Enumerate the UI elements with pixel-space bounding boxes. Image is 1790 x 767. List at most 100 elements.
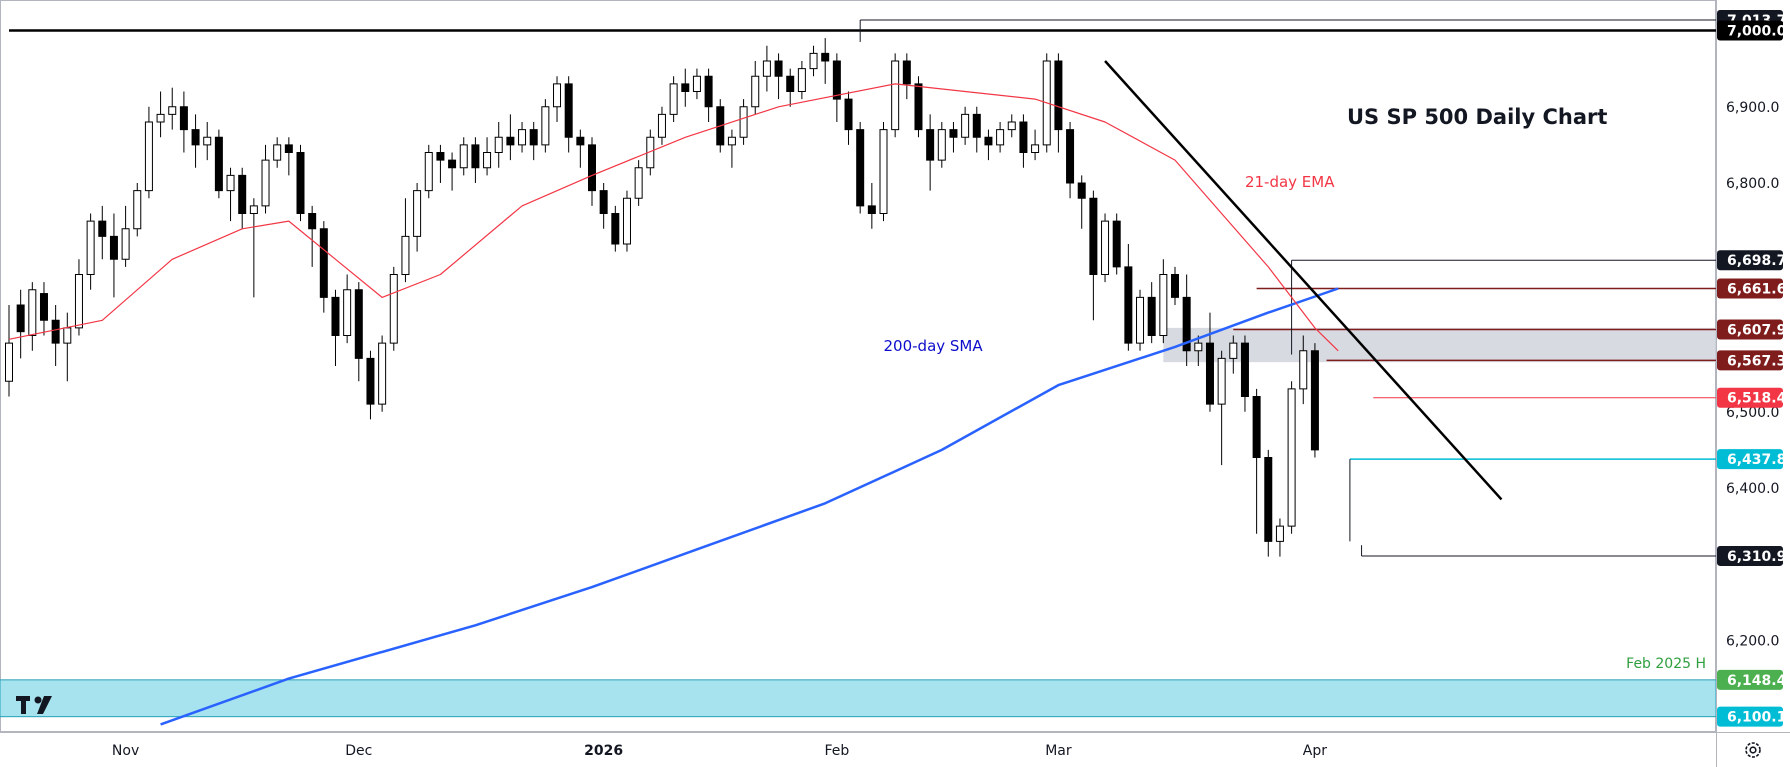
- candle-body-bear: [506, 136, 515, 146]
- candle-body-bear: [867, 205, 876, 214]
- candle: [891, 53, 900, 138]
- candle-body-bull: [891, 60, 900, 131]
- time-axis-bg: [0, 732, 1716, 767]
- candle-body-bear: [972, 113, 981, 138]
- price-badge-label: 6,698.7: [1727, 253, 1786, 269]
- candle: [261, 144, 270, 214]
- price-badge[interactable]: 6,698.7: [1717, 250, 1786, 271]
- candle-body-bull: [203, 136, 212, 146]
- candle: [926, 114, 935, 191]
- candle-body-bull: [424, 152, 433, 192]
- price-badge-bg: [1717, 278, 1783, 299]
- annotations-layer: Feb 2025 H US SP 500 Daily Chart 21-day EM…: [884, 105, 1707, 672]
- candle-body-bear: [914, 83, 923, 131]
- candle-body-bull: [797, 68, 806, 92]
- candle: [296, 144, 305, 222]
- candle: [739, 99, 748, 145]
- price-badge-bg: [1717, 250, 1783, 271]
- candle: [1124, 244, 1133, 351]
- candle-body-bull: [168, 106, 177, 115]
- candle: [86, 213, 95, 290]
- candle-body-bear: [1252, 396, 1261, 458]
- x-tick-label: Dec: [345, 743, 372, 759]
- price-badge[interactable]: 6,661.6: [1717, 278, 1786, 299]
- price-badge[interactable]: 6,148.4: [1717, 669, 1787, 690]
- candle-body-bull: [961, 113, 970, 138]
- candle: [74, 259, 83, 336]
- price-badge-bg: [1717, 669, 1783, 690]
- candle: [786, 68, 795, 107]
- candle: [413, 183, 422, 252]
- band-label: Feb 2025 H: [1626, 656, 1706, 672]
- candle: [1159, 259, 1168, 344]
- candle-body-bear: [1182, 296, 1191, 352]
- settings-gear-icon[interactable]: [1745, 742, 1761, 758]
- candle-body-bear: [984, 136, 993, 146]
- sma200-line: [160, 287, 1339, 726]
- candle-body-bear: [774, 60, 783, 77]
- candle: [471, 137, 480, 183]
- price-badge[interactable]: 6,518.4: [1717, 387, 1787, 408]
- candle-body-bear: [1171, 274, 1179, 298]
- candle-body-bear: [902, 60, 911, 85]
- candle-body-bear: [832, 60, 841, 100]
- candle-body-bull: [1136, 296, 1145, 344]
- candle: [191, 114, 200, 168]
- candle: [331, 289, 340, 366]
- candle: [436, 144, 445, 183]
- candle-body-bull: [1159, 274, 1168, 336]
- candle: [284, 137, 293, 176]
- chart-ui: [16, 696, 1761, 758]
- price-badge[interactable]: 6,100.1: [1717, 706, 1786, 727]
- candle-body-bear: [191, 129, 200, 146]
- candle: [1066, 122, 1075, 199]
- candle-body-bear: [576, 136, 585, 146]
- candle: [1031, 129, 1040, 161]
- ema21-line: [8, 83, 1339, 352]
- candle-body-bear: [319, 228, 328, 298]
- candle-body-bear: [564, 83, 573, 138]
- time-axis[interactable]: Nov Dec 2026 Feb Mar Apr: [0, 732, 1790, 767]
- price-axis[interactable]: 6,200.06,400.06,500.06,800.06,900.07,013…: [1716, 0, 1790, 767]
- price-badge[interactable]: 7,000.0: [1717, 20, 1787, 41]
- candle: [867, 183, 876, 229]
- candle-body-bear: [611, 213, 620, 245]
- price-badge[interactable]: 6,437.8: [1717, 449, 1786, 470]
- price-badge-bg: [1717, 449, 1783, 470]
- candle: [1287, 381, 1296, 534]
- candle: [214, 129, 223, 199]
- y-tick-label: 6,200.0: [1726, 634, 1779, 650]
- price-badge-bg: [1717, 545, 1783, 566]
- candle-body-bull: [518, 129, 527, 146]
- price-badge[interactable]: 6,567.3: [1717, 350, 1786, 371]
- x-tick-label: Feb: [824, 743, 849, 759]
- candle: [366, 350, 375, 420]
- candle: [1205, 312, 1214, 412]
- candle: [902, 53, 911, 100]
- candle-body-bull: [121, 228, 130, 260]
- candle-body-bear: [1054, 60, 1063, 131]
- candle: [1194, 335, 1203, 366]
- candle-body-bull: [634, 167, 643, 199]
- support-band: [0, 679, 1717, 718]
- price-badge[interactable]: 6,607.9: [1717, 319, 1786, 340]
- candle-body-bear: [51, 319, 60, 344]
- candle-body-bear: [588, 144, 596, 192]
- price-badge-label: 6,518.4: [1727, 391, 1787, 407]
- candle-body-bull: [261, 159, 270, 207]
- candle-body-bull: [1007, 121, 1016, 131]
- candle: [529, 122, 538, 161]
- candle: [39, 282, 48, 336]
- price-badge-label: 6,148.4: [1727, 673, 1787, 689]
- candle-body-bear: [366, 357, 375, 405]
- price-badge[interactable]: 6,310.9: [1717, 545, 1786, 566]
- candle: [238, 167, 247, 229]
- candle: [1275, 518, 1284, 557]
- candle: [751, 61, 760, 115]
- candle: [949, 122, 958, 153]
- candle: [1182, 274, 1191, 366]
- x-tick-label: 2026: [584, 743, 623, 759]
- price-badge-label: 6,607.9: [1727, 322, 1786, 338]
- candle: [1007, 114, 1016, 138]
